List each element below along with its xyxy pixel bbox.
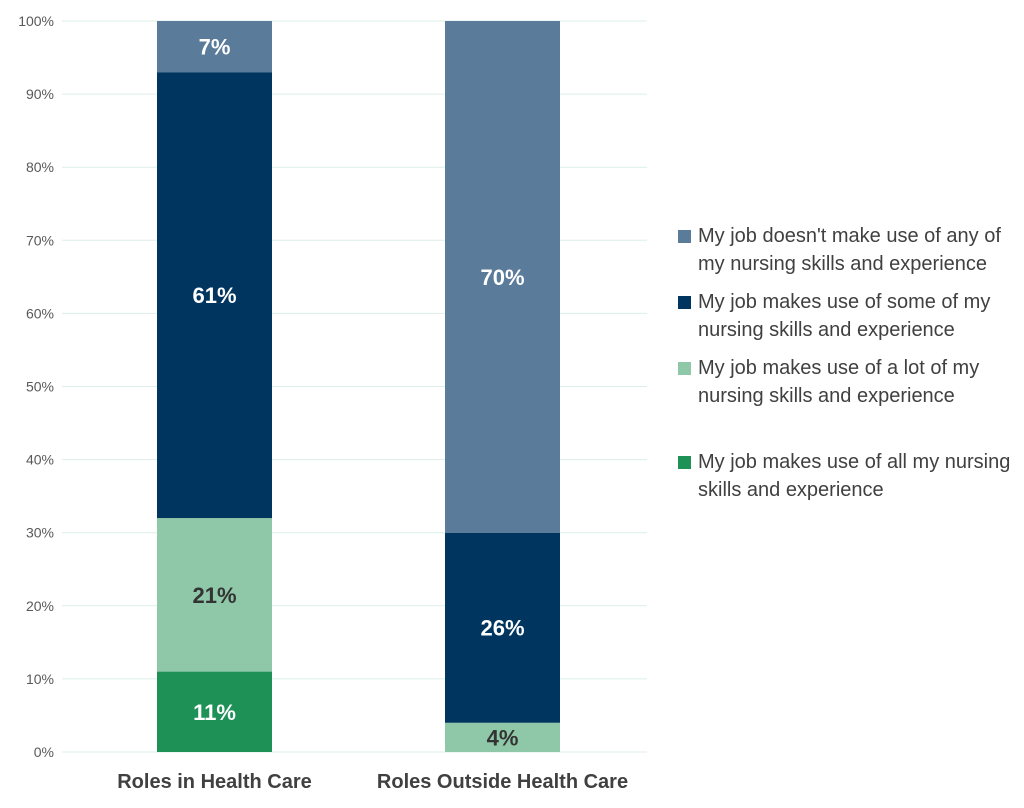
legend-item: My job makes use of all my nursing skill… — [678, 448, 1018, 504]
legend-label: My job makes use of some of my nursing s… — [698, 291, 991, 341]
legend-label: My job makes use of all my nursing skill… — [698, 451, 1011, 501]
y-tick-label: 70% — [26, 232, 54, 248]
data-label: 7% — [199, 35, 231, 60]
data-label: 26% — [480, 616, 524, 641]
legend-swatch — [678, 362, 691, 375]
category-label: Roles in Health Care — [117, 771, 312, 793]
bar-segment — [445, 21, 560, 533]
data-label: 70% — [480, 265, 524, 290]
y-tick-label: 90% — [26, 86, 54, 102]
legend: My job doesn't make use of any of my nur… — [678, 222, 1018, 504]
data-label: 4% — [487, 725, 519, 750]
data-label: 21% — [192, 583, 236, 608]
category-label: Roles Outside Health Care — [377, 771, 628, 793]
y-tick-label: 10% — [26, 671, 54, 687]
bar-segment — [157, 518, 272, 672]
legend-swatch — [678, 230, 691, 243]
legend-swatch — [678, 296, 691, 309]
legend-label: My job doesn't make use of any of my nur… — [698, 225, 1001, 275]
legend-item: My job doesn't make use of any of my nur… — [678, 222, 1018, 278]
data-label: 11% — [193, 700, 236, 725]
data-label: 61% — [192, 283, 236, 308]
legend-label: My job makes use of a lot of my nursing … — [698, 357, 980, 407]
legend-item: My job makes use of some of my nursing s… — [678, 288, 1018, 344]
y-tick-label: 80% — [26, 159, 54, 175]
y-tick-label: 60% — [26, 305, 54, 321]
bar-segment — [157, 21, 272, 73]
y-tick-label: 100% — [18, 13, 54, 29]
y-tick-label: 0% — [34, 744, 54, 760]
bar-segment — [157, 72, 272, 519]
bar-segment — [445, 532, 560, 723]
legend-swatch — [678, 456, 691, 469]
y-tick-label: 30% — [26, 525, 54, 541]
y-tick-label: 50% — [26, 379, 54, 395]
y-tick-label: 20% — [26, 598, 54, 614]
bar-segment — [445, 722, 560, 752]
bar-segment — [157, 671, 272, 752]
y-tick-label: 40% — [26, 452, 54, 468]
legend-item: My job makes use of a lot of my nursing … — [678, 354, 1018, 410]
